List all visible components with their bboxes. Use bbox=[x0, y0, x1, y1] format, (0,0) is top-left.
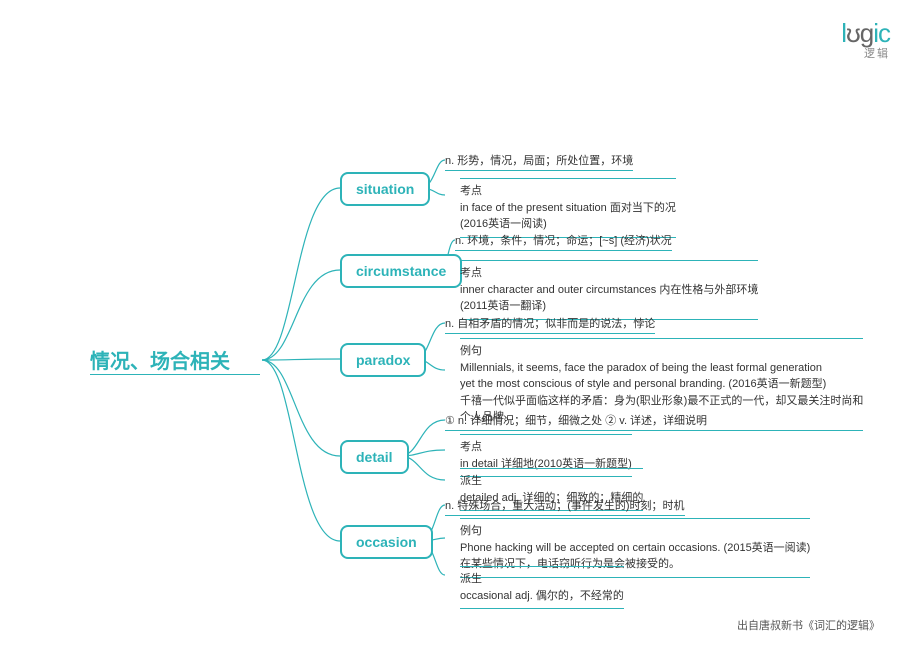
logo-g: ʊg bbox=[846, 18, 873, 48]
def-circumstance: n. 环境，条件，情况；命运；[~s] (经济)状况 bbox=[455, 232, 672, 251]
word-detail: detail bbox=[340, 440, 409, 474]
word-situation: situation bbox=[340, 172, 430, 206]
def-paradox: n. 自相矛盾的情况；似非而是的说法，悖论 bbox=[445, 315, 655, 334]
logo: lʊgic 逻辑 bbox=[841, 18, 890, 61]
block-circumstance-0: 考点 inner character and outer circumstanc… bbox=[460, 260, 758, 320]
def-occasion: n. 特殊场合，重大活动；(事件发生的)时刻；时机 bbox=[445, 497, 685, 516]
block-situation-0: 考点 in face of the present situation 面对当下… bbox=[460, 178, 676, 238]
word-circumstance: circumstance bbox=[340, 254, 462, 288]
logo-ic: ic bbox=[873, 18, 890, 48]
def-detail: ① n. 详细情况；细节，细微之处 ② v. 详述，详细说明 bbox=[445, 412, 707, 431]
block-occasion-1: 派生 occasional adj. 偶尔的，不经常的 bbox=[460, 566, 624, 609]
root-underline bbox=[90, 374, 260, 375]
word-occasion: occasion bbox=[340, 525, 433, 559]
word-paradox: paradox bbox=[340, 343, 426, 377]
def-situation: n. 形势，情况，局面；所处位置，环境 bbox=[445, 152, 633, 171]
attribution: 出自唐叔新书《词汇的逻辑》 bbox=[737, 617, 880, 633]
root-title: 情况、场合相关 bbox=[90, 345, 230, 374]
